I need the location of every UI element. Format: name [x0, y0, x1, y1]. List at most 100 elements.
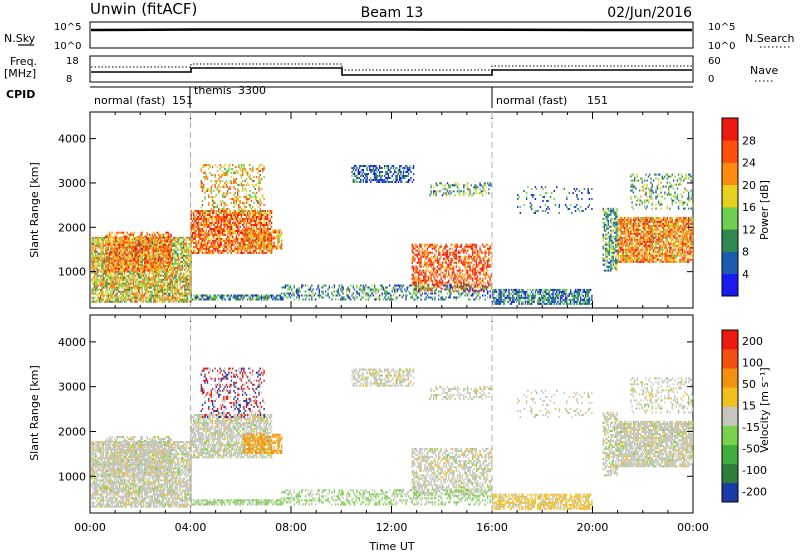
power-cell: [141, 265, 143, 268]
power-cell: [206, 296, 209, 299]
power-cell: [262, 214, 264, 216]
power-cell: [193, 241, 195, 244]
power-cell: [264, 243, 266, 246]
power-cell: [435, 259, 437, 262]
power-cell: [174, 284, 176, 287]
power-cell: [233, 214, 235, 216]
power-cell: [96, 258, 98, 261]
power-cell: [255, 176, 258, 179]
power-cell: [253, 180, 255, 183]
power-cell: [258, 176, 260, 179]
power-cell: [235, 230, 238, 232]
power-cell: [152, 253, 155, 256]
power-cell: [105, 263, 107, 266]
power-cell: [155, 259, 157, 262]
power-cell: [166, 270, 168, 273]
power-cell: [92, 278, 94, 281]
power-cell: [120, 274, 122, 277]
power-cell: [242, 170, 244, 173]
power-cell: [366, 179, 368, 181]
power-cell: [401, 175, 403, 177]
power-cell: [176, 278, 179, 281]
power-cell: [245, 243, 248, 246]
power-cell: [410, 171, 412, 173]
power-cell: [440, 275, 442, 278]
power-cell: [118, 290, 121, 293]
power-cell: [258, 235, 260, 238]
power-cell: [164, 276, 166, 279]
power-cell: [98, 268, 101, 271]
power-cell: [112, 239, 114, 242]
power-cell: [362, 181, 364, 183]
power-cell: [219, 296, 221, 299]
power-cell: [225, 184, 228, 187]
power-cell: [224, 182, 226, 185]
power-cell: [136, 269, 138, 272]
power-cell: [166, 231, 168, 234]
power-cell: [210, 180, 212, 183]
power-cell: [134, 244, 136, 247]
power-cell: [267, 241, 269, 244]
power-cell: [249, 233, 251, 236]
power-cell: [198, 296, 200, 299]
power-cell: [176, 264, 179, 267]
power-cell: [208, 230, 210, 232]
power-cell: [102, 272, 104, 275]
power-cell: [102, 270, 104, 273]
power-cell: [427, 279, 430, 282]
power-cell: [128, 272, 131, 275]
power-cell: [174, 288, 176, 291]
power-cell: [95, 292, 97, 295]
power-cell: [156, 265, 158, 268]
power-cell: [169, 288, 171, 291]
power-cell: [260, 239, 263, 242]
power-cell: [411, 259, 413, 262]
power-cell: [141, 282, 143, 285]
power-cell: [91, 278, 93, 281]
power-cell: [252, 294, 254, 297]
power-cell: [140, 241, 142, 244]
power-cell: [164, 243, 166, 246]
power-cell: [150, 252, 152, 255]
power-cell: [126, 265, 128, 268]
power-cell: [201, 212, 204, 214]
power-cell: [200, 228, 202, 230]
power-cell: [240, 230, 243, 232]
power-cell: [185, 284, 187, 287]
power-cell: [167, 286, 170, 289]
power-cell: [372, 173, 375, 175]
power-cell: [244, 170, 246, 173]
power-cell: [254, 210, 256, 212]
power-cell: [219, 241, 221, 244]
power-cell: [216, 186, 219, 189]
power-cell: [150, 278, 152, 281]
power-cell: [115, 282, 117, 285]
power-cell: [144, 278, 146, 281]
power-cell: [438, 281, 440, 284]
power-cell: [396, 167, 398, 169]
power-cell: [247, 249, 249, 252]
power-cell: [126, 263, 128, 266]
power-cell: [214, 224, 216, 226]
power-cell: [92, 242, 94, 245]
power-cell: [255, 241, 258, 244]
power-cell: [239, 230, 241, 232]
power-cell: [188, 274, 190, 277]
power-cell: [242, 245, 244, 248]
power-cell: [181, 300, 184, 303]
power-cell: [225, 218, 228, 220]
power-cell: [223, 218, 225, 220]
power-cell: [265, 231, 268, 234]
power-cell: [140, 265, 142, 268]
power-cell: [264, 235, 266, 238]
power-cell: [210, 243, 212, 246]
power-cell: [417, 251, 420, 254]
power-cell: [117, 274, 119, 277]
power-cell: [140, 249, 142, 252]
power-cell: [211, 296, 214, 299]
power-cell: [402, 175, 405, 177]
power-cell: [132, 257, 135, 260]
power-cell: [210, 224, 212, 226]
power-cell: [196, 216, 199, 218]
power-cell: [196, 243, 199, 246]
